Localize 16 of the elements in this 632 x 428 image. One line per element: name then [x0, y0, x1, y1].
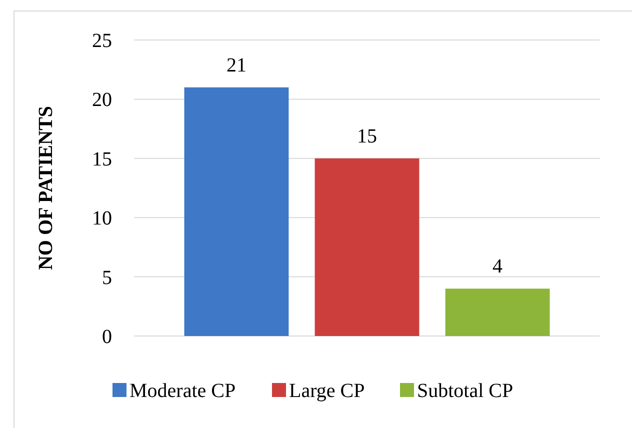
data-label: 15: [357, 125, 377, 148]
legend-label: Large CP: [289, 380, 365, 402]
y-tick-label: 20: [92, 89, 112, 112]
legend-label: Moderate CP: [130, 380, 236, 402]
y-tick-label: 10: [92, 208, 112, 230]
bar: [445, 288, 550, 336]
y-tick-label: 15: [92, 148, 112, 170]
y-axis-title: NO OF PATIENTS: [35, 106, 57, 270]
bar: [314, 158, 420, 336]
y-tick-label: 0: [102, 326, 112, 348]
y-tick-label: 5: [102, 266, 112, 289]
legend-label: Subtotal CP: [417, 380, 514, 402]
data-label: 4: [492, 256, 503, 278]
y-tick-label: 25: [92, 30, 112, 52]
bar: [184, 87, 289, 336]
data-label: 21: [226, 54, 246, 76]
